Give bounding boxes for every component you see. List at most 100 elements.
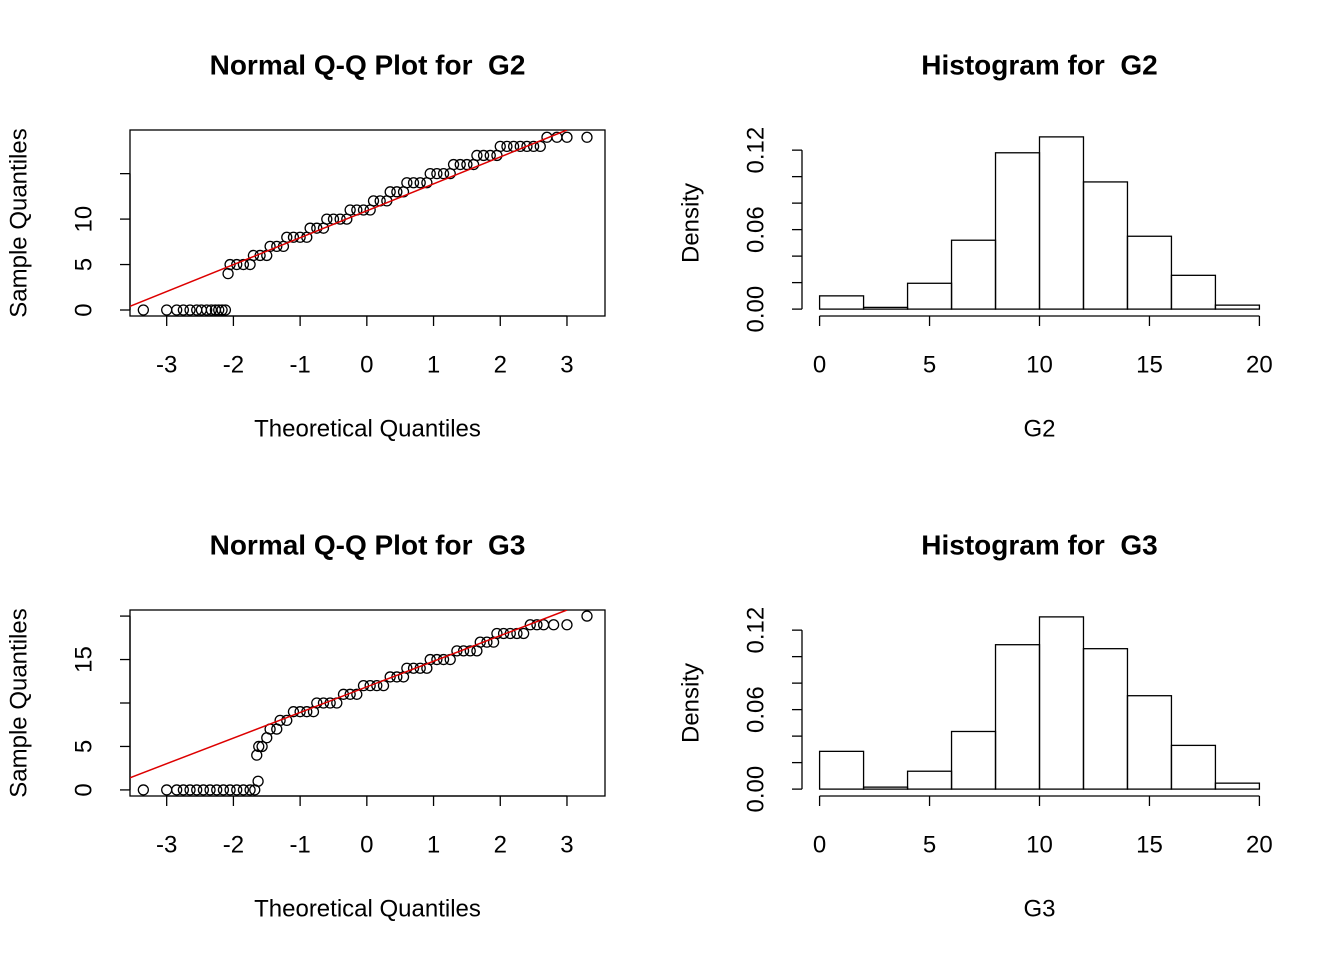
point (581, 131, 593, 143)
point (271, 240, 283, 253)
x-axis-label: Theoretical Quantiles (254, 895, 481, 922)
x-tick-label: 10 (1026, 831, 1053, 858)
point (581, 610, 593, 622)
bar (1214, 304, 1261, 310)
point (424, 167, 436, 180)
point (477, 149, 490, 162)
bar (1126, 695, 1173, 790)
x-tick-label: 1 (427, 351, 440, 378)
point (384, 186, 396, 198)
point (216, 304, 228, 316)
point (184, 784, 196, 796)
point (364, 679, 376, 692)
chart-title: Histogram for G3 (921, 529, 1157, 560)
point (311, 697, 323, 709)
point (252, 775, 264, 787)
x-axis-label: Theoretical Quantiles (254, 415, 481, 442)
point (424, 653, 436, 666)
point (281, 714, 293, 727)
point (244, 784, 256, 796)
x-tick-label: 10 (1026, 351, 1053, 378)
point (461, 158, 473, 171)
point (137, 304, 149, 316)
point (204, 784, 216, 796)
x-axis-label: G3 (1023, 895, 1055, 922)
x-tick-label: 3 (560, 831, 573, 858)
point (384, 671, 396, 683)
plot-box (129, 129, 606, 317)
y-tick-label: 5 (70, 740, 97, 753)
x-tick-label: 0 (360, 351, 373, 378)
point (224, 784, 236, 796)
x-tick-label: -2 (223, 351, 244, 378)
point (205, 304, 218, 316)
chart-title: Normal Q-Q Plot for G2 (210, 49, 526, 80)
x-tick-label: 3 (560, 351, 573, 378)
y-tick-label: 0.12 (742, 127, 769, 174)
y-axis-label: Sample Quantiles (5, 128, 32, 317)
y-tick-label: 0.00 (742, 286, 769, 333)
panel: Histogram for G3 G3 Density 0 5 10 15 20 0.00 0.0… (677, 529, 1272, 922)
x-tick-label: 20 (1246, 831, 1273, 858)
x-tick-label: 2 (494, 351, 507, 378)
x-tick-label: 15 (1136, 831, 1163, 858)
point (407, 177, 420, 189)
point (401, 177, 413, 189)
point (177, 784, 190, 796)
point (177, 304, 190, 316)
point (471, 149, 483, 162)
point (287, 706, 300, 718)
point (561, 131, 573, 143)
point (253, 740, 265, 753)
point (524, 619, 536, 631)
point (219, 304, 232, 316)
x-tick-label: -2 (223, 831, 244, 858)
x-tick-label: 0 (813, 831, 826, 858)
bar (1126, 235, 1173, 310)
point (521, 140, 533, 153)
chart-title: Normal Q-Q Plot for G3 (210, 529, 526, 560)
point (294, 231, 306, 243)
panel: Normal Q-Q Plot for G2 Theoretical Quanti… (5, 49, 606, 442)
x-tick-label: 5 (923, 351, 936, 378)
point (197, 784, 210, 796)
panel: Histogram for G2 G2 Density 0 5 10 15 20 0.00 0.0… (677, 49, 1272, 442)
y-tick-label: 0 (70, 783, 97, 796)
point (431, 167, 443, 180)
point (447, 158, 460, 171)
point (191, 784, 203, 796)
point (171, 304, 183, 316)
point (527, 140, 540, 153)
point (217, 784, 230, 796)
y-tick-label: 0 (70, 303, 97, 316)
y-tick-label: 10 (70, 206, 97, 233)
point (517, 627, 530, 640)
bar (818, 295, 865, 310)
x-tick-label: 1 (427, 831, 440, 858)
point (494, 140, 506, 153)
x-tick-label: -3 (156, 831, 177, 858)
point (137, 784, 149, 796)
point (497, 627, 510, 640)
x-tick-label: 20 (1246, 351, 1273, 378)
point (464, 645, 476, 657)
x-tick-label: 0 (360, 831, 373, 858)
point (344, 204, 356, 216)
point (247, 249, 260, 262)
point (437, 167, 450, 180)
point (281, 231, 293, 243)
point (287, 231, 300, 243)
y-axis-label: Density (677, 663, 704, 743)
x-axis-label: G2 (1023, 415, 1055, 442)
y-tick-label: 0.06 (742, 206, 769, 253)
point (211, 784, 223, 796)
point (274, 714, 286, 727)
x-tick-label: -3 (156, 351, 177, 378)
point (561, 619, 573, 631)
point (237, 258, 250, 271)
point (407, 662, 420, 674)
point (491, 627, 503, 640)
